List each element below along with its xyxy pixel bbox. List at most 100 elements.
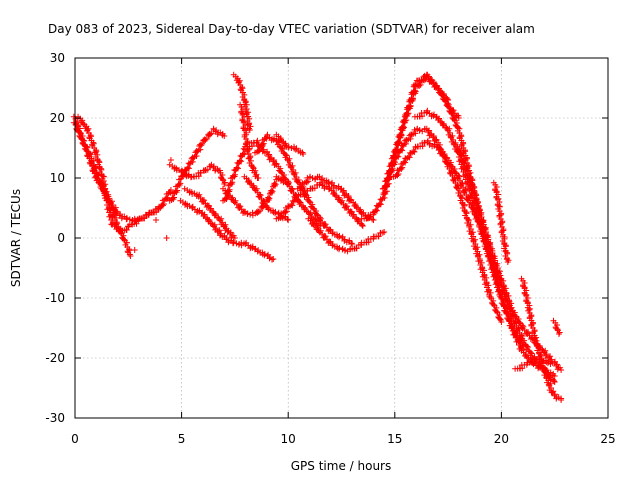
series-track-25 — [490, 179, 512, 265]
y-tick-label: -30 — [45, 411, 65, 425]
data-point — [306, 174, 313, 181]
data-point — [455, 115, 462, 121]
data-point — [78, 133, 85, 139]
data-point — [185, 165, 192, 172]
data-point — [285, 217, 292, 223]
y-tick-label: 30 — [50, 51, 65, 65]
data-point — [236, 157, 243, 164]
data-point — [293, 196, 300, 203]
data-point — [270, 256, 277, 262]
data-point — [233, 164, 240, 171]
x-tick-label: 15 — [387, 432, 402, 446]
chart-title: Day 083 of 2023, Sidereal Day-to-day VTE… — [48, 22, 535, 36]
data-point — [394, 172, 401, 179]
data-point — [231, 171, 238, 178]
data-point — [466, 174, 473, 181]
data-point — [284, 216, 291, 223]
data-point — [313, 211, 320, 218]
data-point — [310, 205, 317, 212]
data-point — [268, 187, 275, 194]
data-point — [150, 209, 157, 216]
x-tick-label: 25 — [600, 432, 615, 446]
data-point — [448, 109, 455, 116]
y-tick-label: 0 — [57, 231, 65, 245]
series-track-2 — [70, 119, 164, 225]
data-point — [405, 153, 412, 160]
data-point — [80, 121, 87, 127]
data-point — [204, 166, 211, 173]
series-track-17 — [305, 215, 388, 255]
data-point — [375, 233, 382, 240]
series-track-10 — [230, 71, 254, 133]
data-point — [395, 171, 402, 178]
series-isolated — [78, 133, 174, 253]
data-point — [421, 139, 428, 146]
data-point — [412, 130, 419, 137]
data-point — [395, 153, 402, 160]
series-track-26 — [518, 275, 565, 403]
data-point — [272, 181, 279, 188]
data-point — [221, 133, 228, 139]
data-point — [330, 183, 337, 190]
data-point — [255, 148, 262, 155]
data-point — [100, 173, 107, 180]
data-point — [379, 229, 386, 236]
data-point — [391, 159, 398, 166]
data-point — [167, 187, 174, 193]
data-point — [283, 208, 290, 215]
data-point — [490, 301, 497, 308]
data-point — [246, 127, 253, 133]
ticks: 0 5 10 15 20 25 30 20 10 0 -10 -20 -30 — [45, 51, 615, 446]
data-point — [373, 207, 380, 214]
data-point — [558, 367, 565, 373]
data-point — [359, 223, 366, 229]
data-point — [280, 177, 287, 184]
data-point — [426, 141, 433, 148]
data-point — [268, 256, 275, 263]
data-point — [177, 180, 184, 187]
data-point — [230, 239, 237, 246]
data-point — [294, 178, 301, 185]
data-point — [273, 173, 280, 180]
data-point — [423, 109, 430, 116]
data-point — [430, 112, 437, 119]
data-point — [131, 247, 138, 253]
data-point — [399, 164, 406, 171]
data-point — [184, 201, 191, 208]
data-point — [198, 142, 205, 149]
data-point — [303, 187, 310, 194]
data-point — [197, 169, 204, 176]
data-point — [394, 153, 401, 160]
data-point — [452, 169, 459, 176]
data-point — [244, 211, 251, 217]
data-point — [266, 195, 273, 202]
data-point — [256, 147, 263, 154]
data-point — [300, 151, 307, 157]
data-point — [178, 169, 185, 176]
data-point — [417, 81, 424, 88]
data-point — [299, 149, 306, 156]
data-point — [234, 165, 241, 172]
data-point — [141, 215, 148, 222]
series-track-5 — [166, 161, 228, 187]
data-point — [238, 158, 245, 165]
data-point — [189, 205, 196, 212]
data-point — [160, 201, 167, 208]
data-point — [547, 361, 554, 367]
data-points — [70, 71, 565, 403]
data-point — [288, 201, 295, 208]
data-point — [451, 116, 458, 123]
data-point — [255, 175, 262, 181]
data-point — [335, 184, 342, 191]
data-point — [381, 194, 388, 201]
data-point — [124, 215, 131, 222]
data-point — [199, 140, 206, 147]
data-point — [372, 207, 379, 214]
data-point — [401, 158, 408, 165]
series-track-28 — [512, 353, 554, 372]
data-point — [164, 194, 171, 201]
data-point — [166, 161, 173, 168]
data-point — [329, 242, 336, 249]
data-point — [260, 140, 267, 147]
data-point — [431, 142, 438, 149]
